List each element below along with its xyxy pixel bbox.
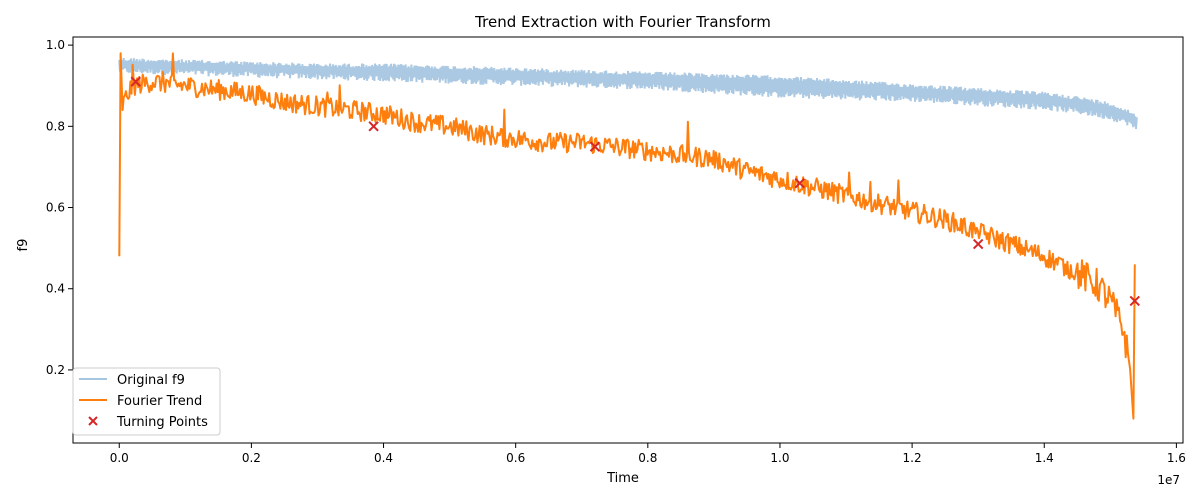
y-axis: 0.2 0.4 0.6 0.8 1.0 xyxy=(46,38,73,377)
y-axis-label: f9 xyxy=(16,239,31,252)
x-tick-label: 0.8 xyxy=(638,451,657,465)
turning-point-marker xyxy=(589,141,601,152)
x-axis: 0.0 0.2 0.4 0.6 0.8 1.0 1.2 1.4 1.6 xyxy=(110,443,1186,465)
legend-label: Turning Points xyxy=(116,415,208,430)
chart-title: Trend Extraction with Fourier Transform xyxy=(474,13,771,31)
x-tick-label: 0.0 xyxy=(110,451,129,465)
x-axis-label: Time xyxy=(606,471,639,486)
legend-swatch-turning-points xyxy=(88,416,98,426)
x-tick-label: 0.2 xyxy=(242,451,261,465)
x-offset-label: 1e7 xyxy=(1157,473,1180,487)
x-tick-label: 1.6 xyxy=(1167,451,1186,465)
turning-point-marker xyxy=(130,76,141,87)
y-tick-label: 0.2 xyxy=(46,363,65,377)
y-tick-label: 0.8 xyxy=(46,119,65,133)
y-tick-label: 0.6 xyxy=(46,201,65,215)
turning-point-marker xyxy=(972,238,984,250)
x-tick-label: 1.4 xyxy=(1035,451,1054,465)
x-tick-label: 1.2 xyxy=(903,451,922,465)
x-tick-label: 0.6 xyxy=(506,451,525,465)
turning-point-marker xyxy=(794,177,805,189)
series-line-fourier-trend xyxy=(118,52,1136,420)
plot-area xyxy=(118,52,1140,420)
axes-frame xyxy=(72,36,1184,444)
x-tick-label: 0.4 xyxy=(374,451,393,465)
turning-point-marker xyxy=(368,121,379,132)
y-tick-label: 1.0 xyxy=(46,38,65,52)
y-tick-label: 0.4 xyxy=(46,282,65,296)
turning-point-marker xyxy=(1129,295,1140,307)
series-line-original xyxy=(118,58,1138,129)
legend: Original f9 Fourier Trend Turning Points xyxy=(72,367,221,436)
x-tick-label: 1.0 xyxy=(770,451,789,465)
legend-label: Original f9 xyxy=(117,373,185,388)
legend-box xyxy=(72,367,221,436)
legend-label: Fourier Trend xyxy=(117,394,202,409)
